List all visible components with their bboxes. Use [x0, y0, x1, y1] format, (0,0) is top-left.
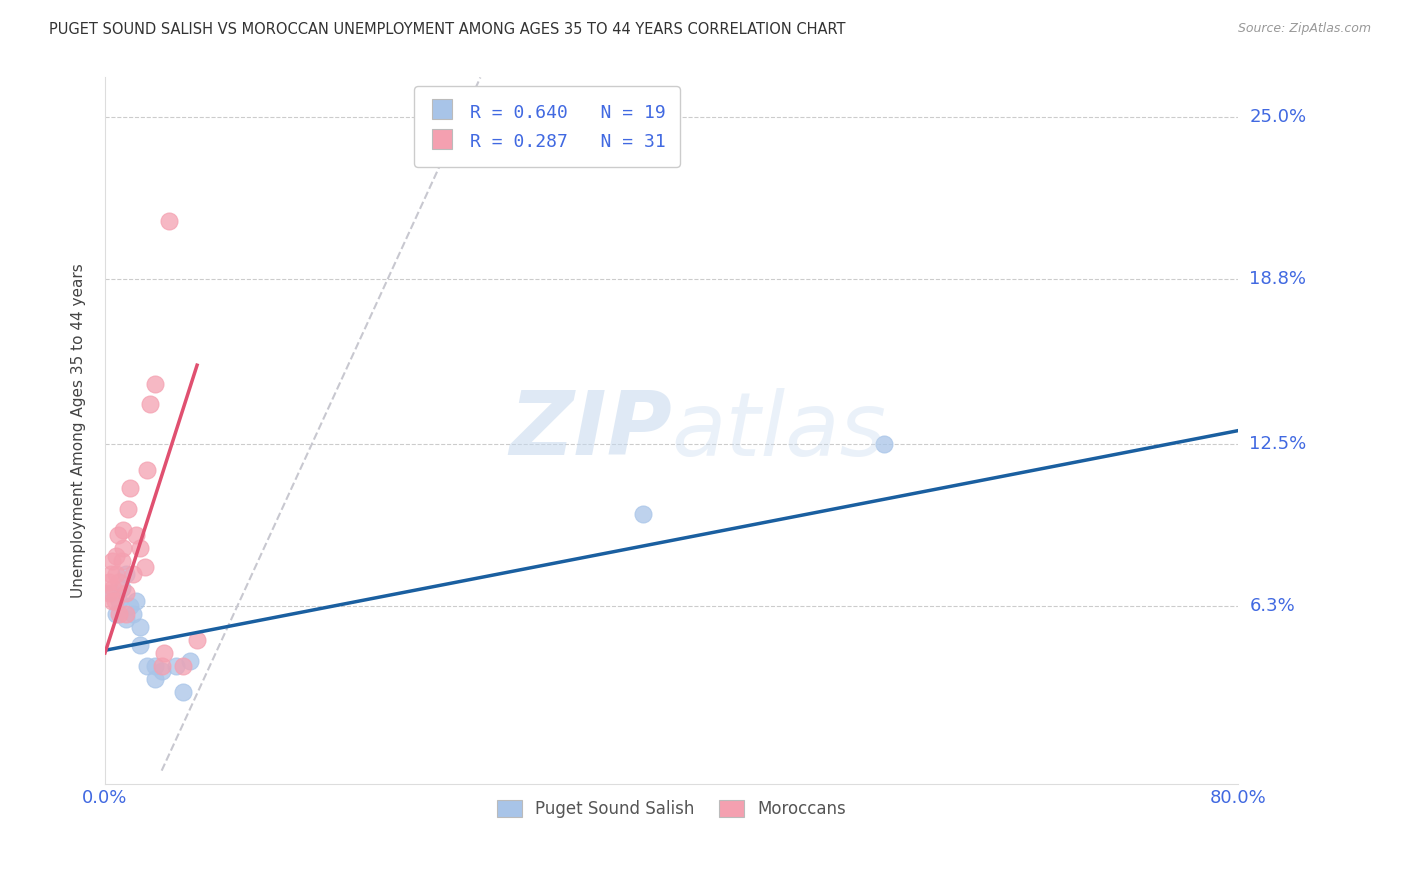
Point [136, 463, 159, 477]
Point [111, 581, 134, 595]
Text: atlas: atlas [672, 388, 887, 474]
Point [633, 508, 655, 522]
Point [129, 620, 152, 634]
Point [100, 567, 122, 582]
Point [172, 685, 194, 699]
Text: ZIP: ZIP [509, 387, 672, 474]
Text: 6.3%: 6.3% [1250, 597, 1295, 615]
Point [153, 646, 176, 660]
Point [108, 593, 131, 607]
Point [112, 523, 135, 537]
Point [108, 575, 131, 590]
Point [186, 632, 208, 647]
Point [125, 593, 148, 607]
Text: 25.0%: 25.0% [1250, 108, 1306, 126]
Text: PUGET SOUND SALISH VS MOROCCAN UNEMPLOYMENT AMONG AGES 35 TO 44 YEARS CORRELATIO: PUGET SOUND SALISH VS MOROCCAN UNEMPLOYM… [49, 22, 846, 37]
Point [150, 659, 173, 673]
Text: 18.8%: 18.8% [1250, 270, 1306, 288]
Point [157, 214, 180, 228]
Point [98, 586, 121, 600]
Point [120, 481, 142, 495]
Point [143, 672, 166, 686]
Point [101, 586, 124, 600]
Point [122, 567, 145, 582]
Point [150, 665, 173, 679]
Point [115, 612, 138, 626]
Point [134, 559, 156, 574]
Point [117, 502, 139, 516]
Point [108, 607, 131, 621]
Point [143, 659, 166, 673]
Point [873, 436, 896, 450]
Point [101, 554, 124, 568]
Point [98, 575, 121, 590]
Point [105, 607, 128, 621]
Point [101, 593, 124, 607]
Point [107, 528, 129, 542]
Y-axis label: Unemployment Among Ages 35 to 44 years: Unemployment Among Ages 35 to 44 years [72, 263, 86, 598]
Point [105, 567, 128, 582]
Point [172, 659, 194, 673]
Point [136, 659, 159, 673]
Point [115, 567, 138, 582]
Point [115, 607, 138, 621]
Point [125, 528, 148, 542]
Point [129, 541, 152, 556]
Point [129, 638, 152, 652]
Point [112, 541, 135, 556]
Point [104, 593, 127, 607]
Point [105, 549, 128, 563]
Point [143, 376, 166, 391]
Text: 12.5%: 12.5% [1250, 434, 1306, 452]
Text: Source: ZipAtlas.com: Source: ZipAtlas.com [1237, 22, 1371, 36]
Legend: Puget Sound Salish, Moroccans: Puget Sound Salish, Moroccans [491, 793, 853, 825]
Point [165, 659, 187, 673]
Point [179, 654, 201, 668]
Point [122, 607, 145, 621]
Point [139, 397, 162, 411]
Point [103, 581, 125, 595]
Point [115, 586, 138, 600]
Point [111, 554, 134, 568]
Point [120, 599, 142, 613]
